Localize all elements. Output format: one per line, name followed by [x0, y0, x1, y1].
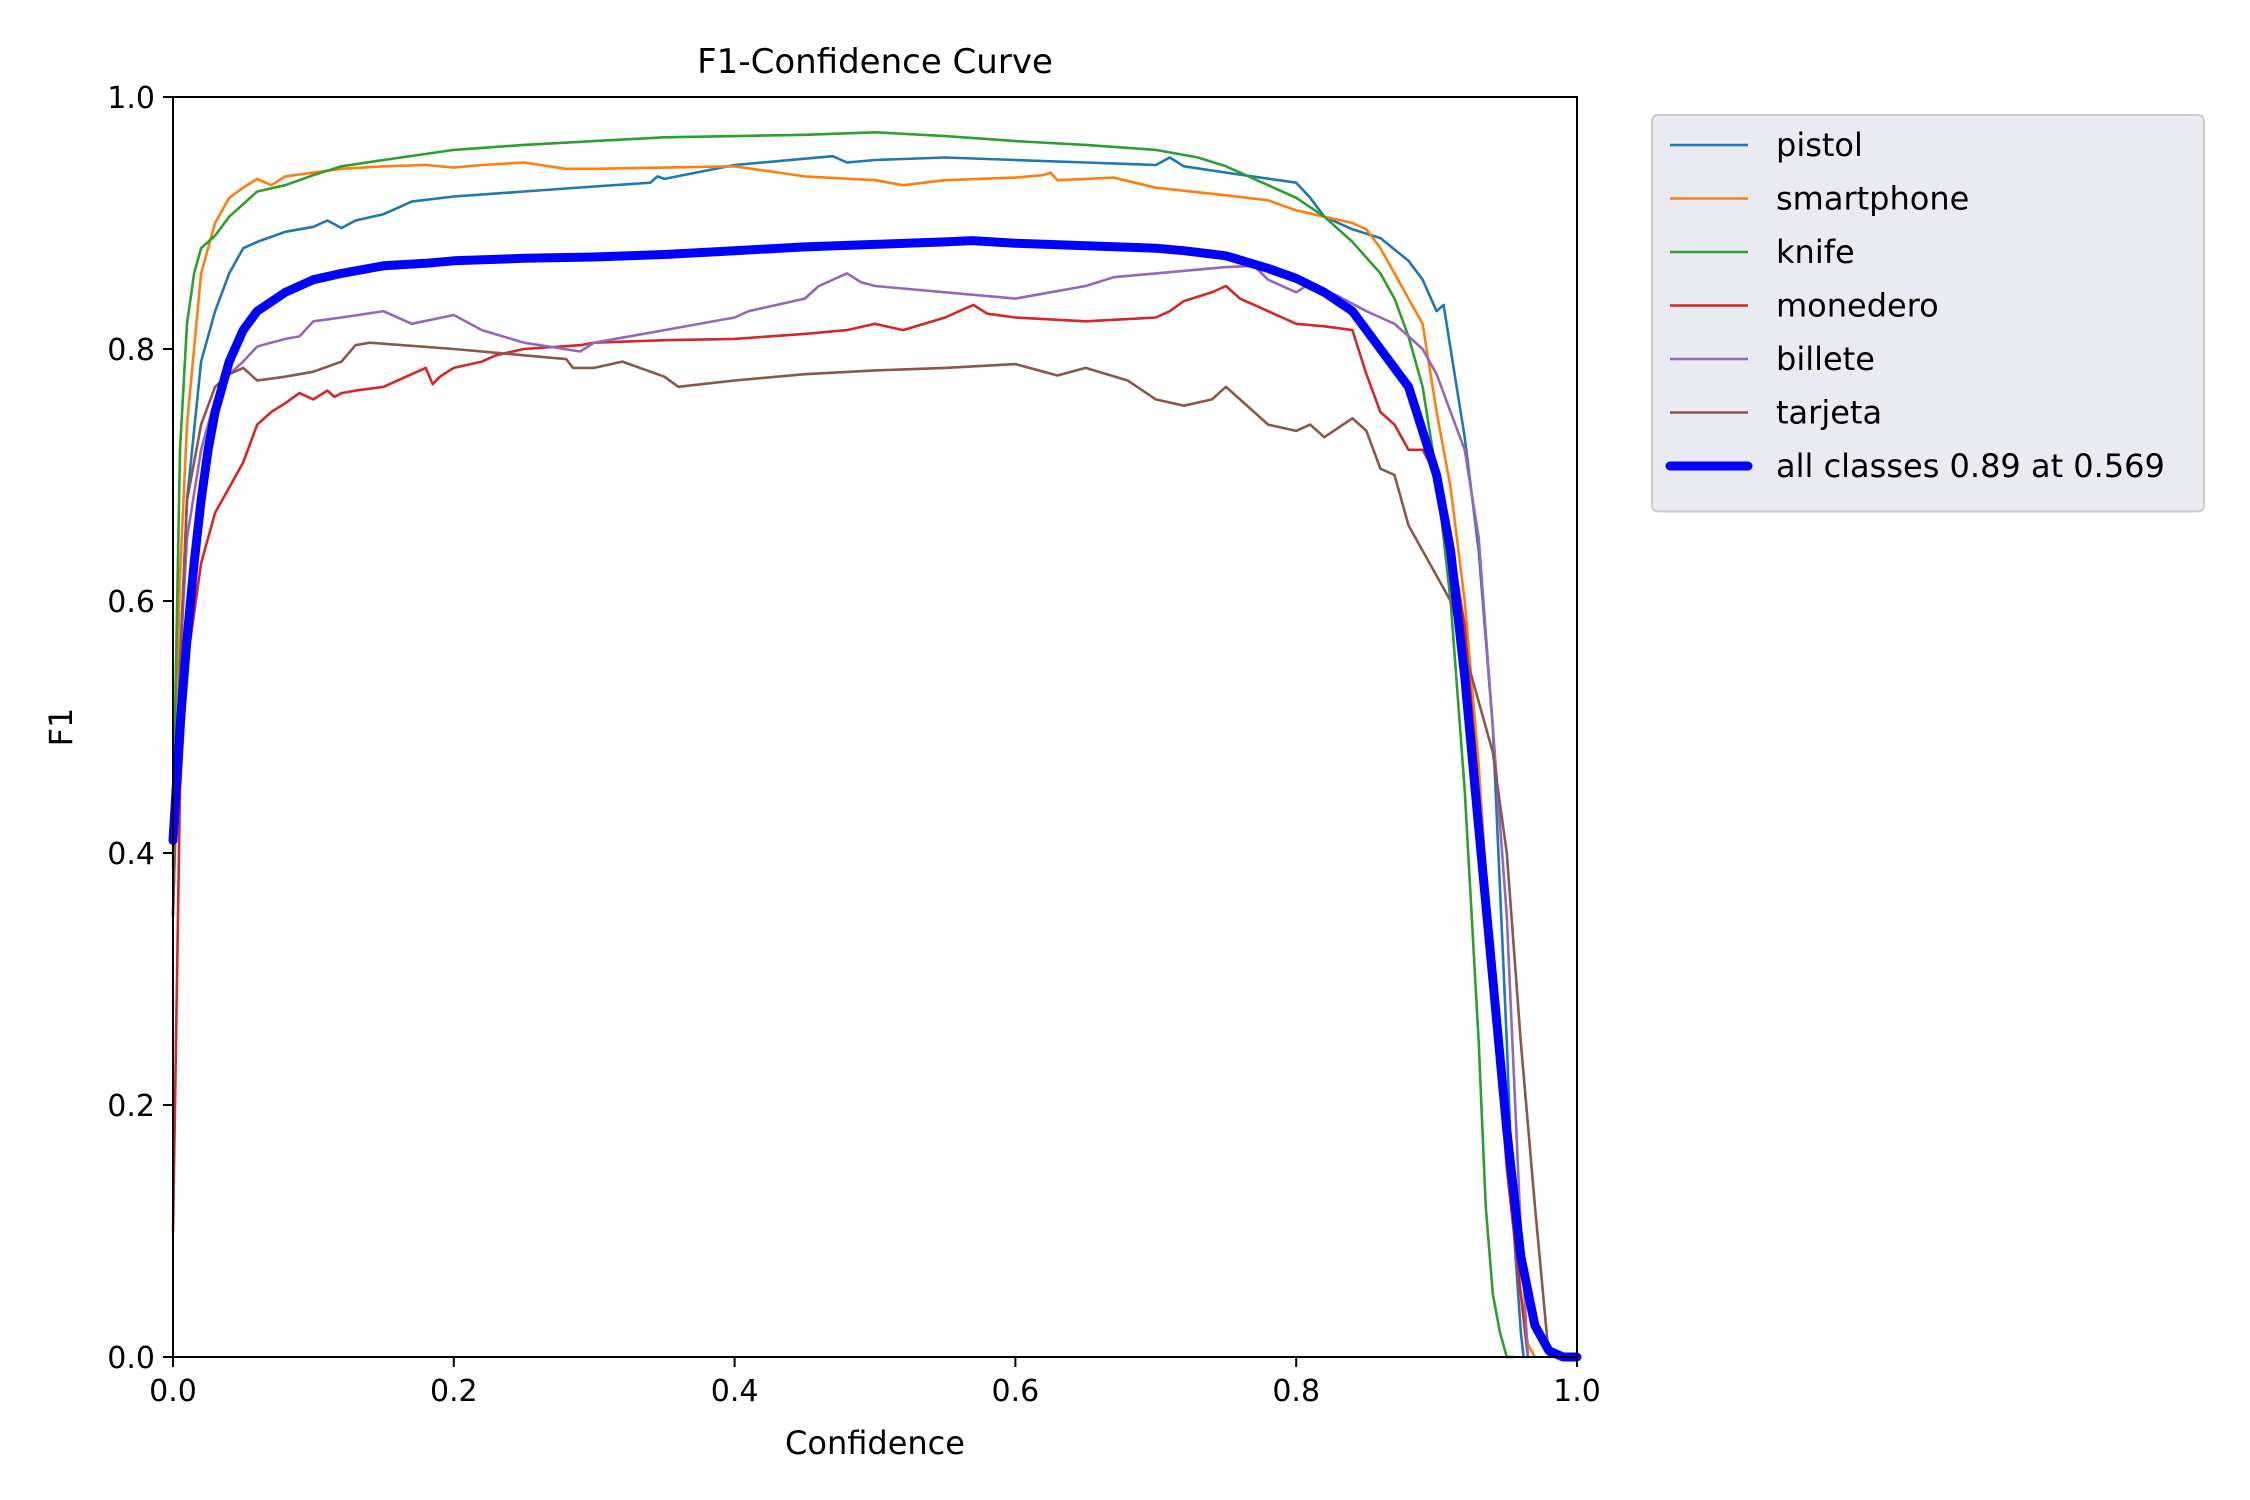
y-tick-label: 0.4: [107, 837, 155, 872]
legend-label: billete: [1776, 340, 1875, 378]
y-tick-label: 0.2: [107, 1089, 155, 1124]
x-tick-label: 0.0: [149, 1374, 197, 1409]
legend-box: [1651, 114, 2205, 513]
legend-label: pistol: [1776, 126, 1863, 164]
x-axis: 0.0 0.2 0.4 0.6 0.8 1.0: [149, 1357, 1601, 1409]
y-tick-label: 0.0: [107, 1341, 155, 1376]
y-tick-label: 0.6: [107, 585, 155, 620]
series-line-5: [171, 341, 1551, 1359]
series-line-3: [171, 284, 1530, 1359]
series-layer: [168, 131, 1582, 1362]
plot-area-frame: [172, 96, 1578, 1358]
y-tick-label: 1.0: [107, 81, 155, 116]
series-line-6: [168, 236, 1582, 1362]
x-tick-label: 0.8: [1272, 1374, 1320, 1409]
x-tick-label: 0.6: [992, 1374, 1040, 1409]
legend-label: all classes 0.89 at 0.569: [1776, 447, 2165, 485]
y-axis: 0.0 0.2 0.4 0.6 0.8 1.0: [107, 81, 173, 1376]
series-line-0: [171, 154, 1525, 1359]
x-tick-label: 1.0: [1553, 1374, 1601, 1409]
series-line-4: [171, 264, 1530, 1359]
series-line-1: [171, 161, 1537, 1359]
x-tick-label: 0.2: [430, 1374, 478, 1409]
x-tick-label: 0.4: [711, 1374, 759, 1409]
legend-label: smartphone: [1776, 180, 1969, 218]
legend-label: knife: [1776, 233, 1855, 271]
y-axis-label: F1: [42, 708, 80, 747]
legend-label: monedero: [1776, 287, 1939, 325]
y-tick-label: 0.8: [107, 333, 155, 368]
x-axis-label: Confidence: [785, 1424, 965, 1462]
legend-label: tarjeta: [1776, 394, 1882, 432]
chart-title: F1-Confidence Curve: [697, 42, 1053, 82]
legend: pistol smartphone knife monedero billete tarj…: [1651, 114, 2205, 513]
